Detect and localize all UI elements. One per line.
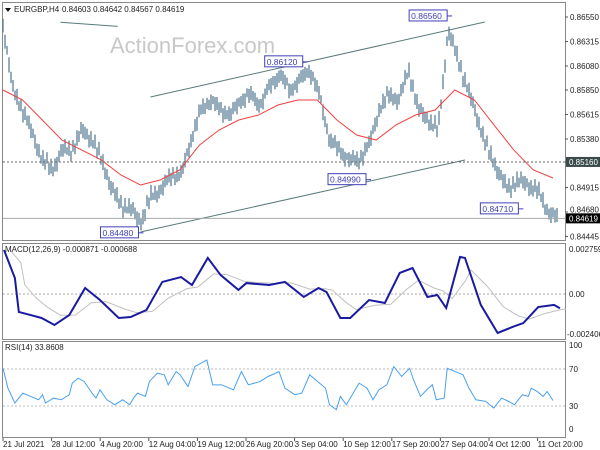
dropdown-triangle-icon[interactable] — [5, 8, 11, 12]
x-tick-label: 19 Aug 12:00 — [197, 440, 245, 449]
price-tag-label: 0.84619 — [569, 214, 598, 223]
macd-panel — [2, 243, 566, 340]
y-tick-label: 0.84680 — [570, 205, 599, 214]
rsi-tick-label: 0 — [569, 425, 574, 434]
symbol-label: EURGBP,H4 — [14, 5, 60, 14]
annotation-label: 0.84990 — [330, 175, 361, 185]
price-panel — [2, 2, 566, 241]
x-tick-label: 28 Jul 12:00 — [52, 440, 96, 449]
price-tag-label: 0.85160 — [569, 158, 598, 167]
macd-tick-label: -0.002406 — [567, 330, 600, 339]
watermark: ActionForex.com — [110, 33, 275, 58]
x-tick-label: 3 Sep 04:00 — [295, 440, 339, 449]
y-tick-label: 0.84445 — [570, 232, 599, 241]
annotation-label: 0.86560 — [411, 11, 442, 21]
annotation-label: 0.84480 — [102, 228, 133, 238]
rsi-title: RSI(14) 33.8608 — [5, 343, 64, 352]
y-tick-label: 0.84915 — [570, 183, 599, 192]
price-series — [2, 18, 558, 231]
macd-line — [3, 249, 561, 335]
x-tick-label: 10 Sep 12:00 — [343, 440, 391, 449]
x-tick-label: 27 Sep 04:00 — [440, 440, 488, 449]
moving-average-line — [2, 89, 554, 186]
x-tick-label: 4 Aug 20:00 — [100, 440, 143, 449]
x-tick-label: 17 Sep 20:00 — [392, 440, 440, 449]
x-tick-label: 4 Oct 12:00 — [489, 440, 531, 449]
y-tick-label: 0.85615 — [570, 110, 599, 119]
x-tick-label: 26 Aug 20:00 — [246, 440, 294, 449]
y-tick-label: 0.85850 — [570, 86, 599, 95]
macd-title: MACD(12,26,9) -0.000871 -0.000688 — [5, 245, 138, 254]
time-axis: 21 Jul 2021 28 Jul 12:00 4 Aug 20:00 12 Aug… — [2, 438, 584, 449]
y-tick-label: 0.86315 — [570, 38, 599, 47]
macd-tick-label: 0.00 — [569, 290, 585, 299]
y-tick-label: 0.85380 — [570, 135, 599, 144]
rsi-tick-label: 70 — [569, 365, 578, 374]
trendlines — [60, 21, 485, 233]
y-tick-label: 0.86080 — [570, 62, 599, 71]
annotation-label: 0.86120 — [267, 57, 298, 67]
price-tag — [566, 156, 600, 167]
trendline — [150, 21, 485, 98]
y-tick-label: 0.86550 — [570, 13, 599, 22]
macd-tick-label: 0.002759 — [569, 245, 600, 254]
trendline — [140, 159, 466, 233]
macd-signal-line — [9, 249, 566, 320]
trendline — [60, 21, 118, 27]
price-tag — [566, 213, 600, 224]
ohlc-values: 0.84603 0.84642 0.84567 0.84619 — [62, 5, 185, 14]
x-tick-label: 21 Jul 2021 — [3, 440, 45, 449]
annotation-box — [479, 202, 519, 215]
rsi-panel — [2, 341, 566, 438]
annotation-label: 0.84710 — [482, 204, 513, 214]
annotation-box — [327, 173, 367, 186]
chart-header: EURGBP,H4 0.84603 0.84642 0.84567 0.8461… — [5, 5, 185, 14]
x-tick-label: 12 Aug 04:00 — [149, 440, 197, 449]
rsi-tick-label: 100 — [569, 341, 583, 350]
rsi-tick-label: 30 — [569, 402, 578, 411]
x-tick-label: 11 Oct 20:00 — [538, 440, 584, 449]
rsi-line — [2, 359, 554, 411]
annotation-box — [264, 55, 304, 68]
annotation-box — [408, 9, 448, 22]
annotation-box — [99, 226, 139, 239]
price-annotations: 0.86120 0.86560 0.84990 0.84710 0.84480 — [99, 9, 524, 239]
price-axis: 0.86550 0.86315 0.86080 0.85850 0.85615 0.853… — [565, 13, 600, 241]
